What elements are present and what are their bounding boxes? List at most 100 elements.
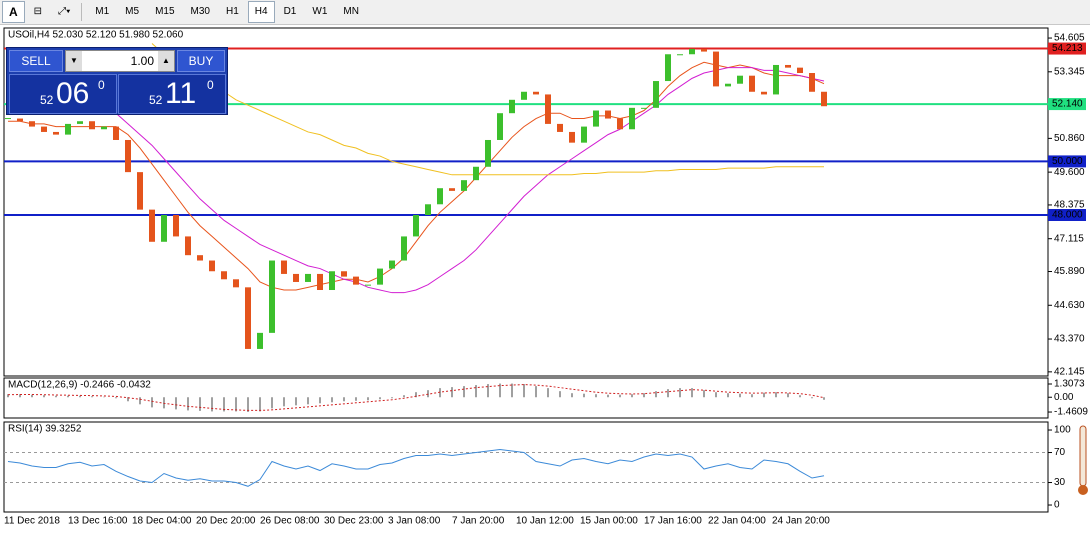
candle	[473, 166, 479, 181]
candle	[353, 276, 359, 285]
panel-title: RSI(14) 39.3252	[8, 424, 82, 435]
timeframe-button[interactable]: M5	[125, 6, 140, 17]
font-button[interactable]: A	[2, 1, 25, 23]
panel-title: MACD(12,26,9) -0.2466 -0.0432	[8, 380, 151, 391]
moving-average	[7, 67, 825, 294]
tools-icon[interactable]: ⤢▾	[58, 6, 71, 17]
lots-up[interactable]: ▲	[158, 51, 174, 71]
ask-big: 11	[165, 77, 197, 110]
level-label: 52.140	[1052, 99, 1083, 110]
x-tick-label: 20 Dec 20:00	[196, 516, 256, 527]
lots-box[interactable]: ▼ 1.00 ▲	[65, 50, 175, 72]
candle	[413, 214, 419, 237]
y-tick-label: 0	[1054, 500, 1060, 511]
bid-price[interactable]: 52 06 0	[9, 74, 117, 114]
bid-small: 52	[40, 93, 54, 107]
y-tick-label: -1.4609	[1054, 407, 1088, 418]
candle	[245, 287, 251, 349]
timeframe-button[interactable]: M1	[95, 6, 110, 17]
panel-frame	[3, 421, 1049, 513]
signal-line	[7, 384, 825, 411]
y-tick-label: 30	[1054, 477, 1066, 488]
candle	[593, 110, 599, 127]
candle	[521, 91, 527, 100]
panel-title: USOil,H4 52.030 52.120 51.980 52.060	[8, 30, 184, 41]
candle	[221, 271, 227, 280]
level-label: 54.213	[1052, 43, 1083, 54]
bid-big: 06	[56, 77, 90, 110]
candle	[281, 260, 287, 274]
candle	[437, 188, 443, 205]
x-tick-label: 18 Dec 04:00	[132, 516, 192, 527]
x-tick-label: 17 Jan 16:00	[644, 516, 702, 527]
moving-average	[151, 43, 824, 176]
y-tick-label: 49.600	[1054, 167, 1085, 178]
y-tick-label: 0.00	[1054, 392, 1074, 403]
x-tick-label: 10 Jan 12:00	[516, 516, 574, 527]
timeframes: M1 M5 M15 M30 H1 H4 D1 W1 MN	[86, 1, 366, 23]
candle	[569, 131, 575, 143]
x-tick-label: 15 Jan 00:00	[580, 516, 638, 527]
timeframe-button[interactable]: M15	[155, 6, 175, 17]
candle	[449, 188, 455, 191]
candle	[209, 260, 215, 272]
sell-button[interactable]: SELL	[9, 50, 63, 72]
timeframe-button[interactable]: H1	[225, 6, 239, 17]
candle	[761, 91, 767, 95]
y-tick-label: 70	[1054, 447, 1066, 458]
moving-average	[8, 61, 825, 291]
y-tick-label: 54.605	[1054, 33, 1085, 44]
candle	[653, 81, 659, 108]
candle	[677, 54, 683, 56]
chart: 54.605 53.345 50.860 49.600 48.375 47.115 45.8…	[3, 27, 1088, 527]
candle	[629, 107, 635, 130]
y-tick-label: 47.115	[1054, 233, 1084, 244]
candle	[233, 279, 239, 288]
timeframe-button[interactable]: W1	[312, 6, 328, 17]
candle	[137, 172, 143, 210]
level-label-box	[1048, 42, 1086, 55]
level-label: 50.000	[1052, 156, 1083, 167]
candle	[293, 273, 299, 282]
bid-sup: 0	[98, 78, 105, 92]
lots-value: 1.00	[130, 54, 154, 68]
buy-button[interactable]: BUY	[177, 50, 225, 72]
template-icon[interactable]: ⊟	[33, 6, 43, 17]
x-tick-label: 11 Dec 2018	[4, 516, 60, 527]
candle	[785, 64, 791, 68]
y-tick-label: 50.860	[1054, 133, 1085, 144]
candle	[725, 83, 731, 87]
candle	[485, 139, 491, 167]
candle	[809, 73, 815, 92]
ask-price[interactable]: 52 11 0	[118, 74, 226, 114]
timeframe-button[interactable]: H4	[247, 1, 275, 23]
x-tick-label: 13 Dec 16:00	[68, 516, 128, 527]
timeframe-button[interactable]: D1	[283, 6, 297, 17]
lots-down[interactable]: ▼	[66, 51, 82, 71]
x-tick-label: 22 Jan 04:00	[708, 516, 766, 527]
candle	[329, 271, 335, 291]
candle	[149, 209, 155, 242]
thermo-icon	[1079, 425, 1087, 487]
candle	[425, 204, 431, 215]
candle	[185, 236, 191, 256]
toolbar: A ⊟ ⤢▾ M1 M5 M15 M30 H1 H4 D1 W1 MN	[0, 0, 1090, 25]
candle	[173, 214, 179, 237]
y-tick-label: 48.375	[1054, 200, 1085, 211]
timeframe-button[interactable]: M30	[190, 6, 210, 17]
candle	[581, 126, 587, 143]
ask-sup: 0	[207, 78, 214, 92]
timeframe-button[interactable]: MN	[343, 6, 359, 17]
ask-small: 52	[149, 93, 163, 107]
candle	[269, 260, 275, 333]
candle	[773, 64, 779, 95]
candle	[197, 255, 203, 261]
candle	[305, 273, 311, 282]
candle	[713, 51, 719, 87]
panel-frame	[3, 27, 1049, 377]
candle	[161, 214, 167, 242]
candle	[257, 332, 263, 349]
candle	[701, 48, 707, 52]
thermo-bulb	[1078, 485, 1088, 495]
